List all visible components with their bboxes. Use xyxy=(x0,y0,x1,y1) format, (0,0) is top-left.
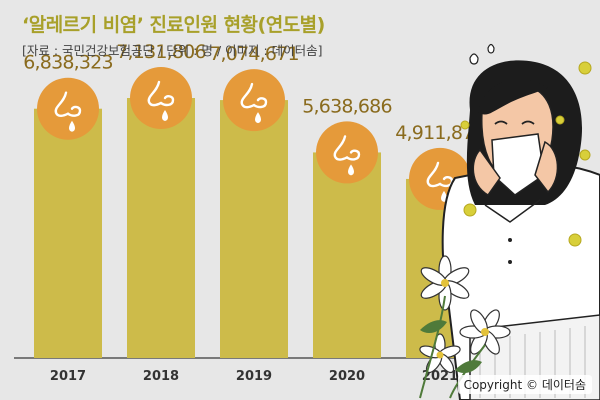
bar-cap-circle xyxy=(130,67,192,129)
nose-icon xyxy=(147,80,175,107)
bar-2018 xyxy=(127,98,195,358)
bar-2020 xyxy=(313,152,381,358)
x-tick-label-2020: 2020 xyxy=(329,369,365,384)
bar-group-2017: 6,838,323 2017 xyxy=(23,52,113,384)
bar-value-label-2020: 5,638,686 xyxy=(302,95,392,117)
flower-illustration xyxy=(419,255,511,399)
bar-2017 xyxy=(34,108,102,358)
nose-icon xyxy=(333,135,361,161)
drop-icon xyxy=(255,112,261,124)
bar-group-2019: 7,074,671 2019 xyxy=(209,43,299,384)
chart-title: ‘알레르기 비염’ 진료인원 현황(연도별) xyxy=(22,14,325,36)
bar-value-label-2018: 7,131,806 xyxy=(116,41,206,63)
nose-icon xyxy=(54,91,82,118)
nose-icon xyxy=(426,161,454,188)
nose-icon xyxy=(240,82,268,109)
x-tick-label-2018: 2018 xyxy=(143,369,179,384)
bar-group-2018: 7,131,806 2018 xyxy=(116,41,206,384)
bar-cap-circle xyxy=(223,69,285,132)
copyright-text: Copyright © 데이터솜 xyxy=(457,375,592,394)
drop-icon xyxy=(441,190,447,202)
person-sneezing-illustration xyxy=(441,43,600,400)
x-tick-label-2017: 2017 xyxy=(50,369,86,384)
drop-icon xyxy=(348,164,354,176)
bars-layer: 6,838,323 2017 7,131,806 2018 7,074,671 2019 5… xyxy=(23,41,485,384)
bar-2019 xyxy=(220,100,288,358)
bar-value-label-2017: 6,838,323 xyxy=(23,52,113,74)
x-tick-label-2019: 2019 xyxy=(236,369,272,384)
pollen-icon xyxy=(460,61,592,247)
drop-icon xyxy=(162,110,168,121)
bar-value-label-2019: 7,074,671 xyxy=(209,43,299,65)
source-note: [자료 : 국민건강보험공단 / 단위 : 명 / 이미지 : 데이터솜] xyxy=(22,43,323,58)
bar-group-2020: 5,638,686 2020 xyxy=(302,95,392,384)
drop-icon xyxy=(69,120,75,132)
bar-cap-circle xyxy=(316,121,378,184)
bar-cap-circle xyxy=(37,77,99,140)
